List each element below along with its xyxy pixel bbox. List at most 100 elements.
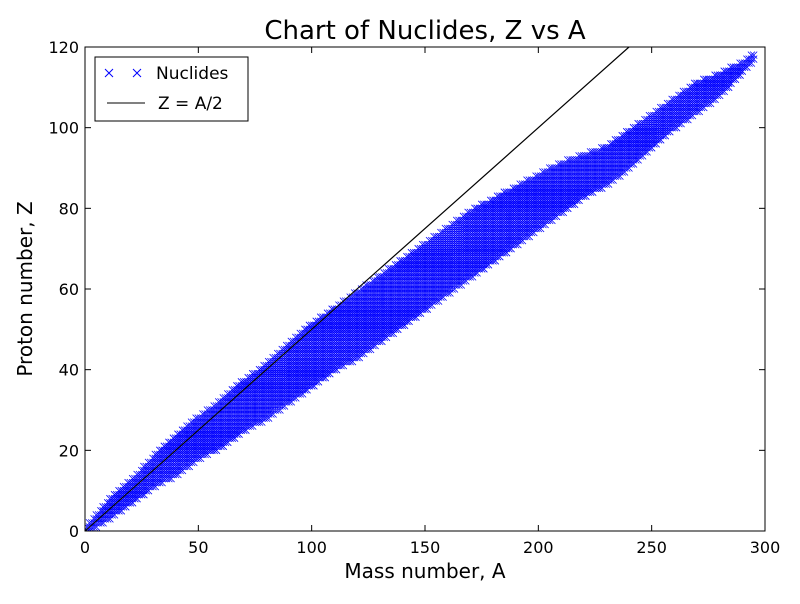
nuclide-marker-column <box>511 184 520 249</box>
nuclide-marker-column <box>509 184 518 249</box>
nuclide-marker-column <box>607 140 615 184</box>
nuclide-marker-column <box>428 236 436 309</box>
nuclide-marker-column <box>97 507 105 527</box>
nuclide-marker-column <box>228 386 237 442</box>
nuclide-marker-column <box>192 414 200 463</box>
nuclide-marker-column <box>110 490 119 519</box>
nuclide-marker-column <box>573 156 581 205</box>
legend-label-nuclides: Nuclides <box>156 64 229 84</box>
nuclide-marker-column <box>654 107 663 144</box>
nuclide-marker-column <box>564 156 572 213</box>
nuclide-marker-column <box>688 83 697 120</box>
nuclide-marker-column <box>661 103 670 140</box>
nuclide-marker-column <box>520 180 529 241</box>
nuclide-marker-column <box>502 188 511 257</box>
nuclide-marker-column <box>464 208 472 281</box>
nuclide-marker-column <box>296 329 305 398</box>
nuclide-marker-column <box>398 257 407 330</box>
nuclide-marker-column <box>482 200 490 269</box>
nuclide-marker-column <box>282 341 291 406</box>
nuclide-marker-column <box>459 212 468 285</box>
nuclide-marker-column <box>330 305 339 374</box>
nuclide-marker-column <box>652 107 660 148</box>
nuclide-marker-column <box>738 59 747 75</box>
nuclide-marker-column <box>629 123 638 168</box>
nuclide-marker-column <box>693 79 701 116</box>
x-tick-label: 150 <box>410 538 441 557</box>
reference-line-layer <box>85 47 630 531</box>
legend-marker-nuclides <box>104 68 142 78</box>
nuclide-marker-column <box>663 99 672 136</box>
nuclide-marker-column <box>418 240 427 313</box>
nuclide-marker-column <box>394 261 402 334</box>
nuclide-marker-column <box>156 446 164 487</box>
nuclide-marker-column <box>604 144 613 188</box>
nuclide-marker-column <box>88 519 96 531</box>
nuclide-marker-column <box>611 136 620 180</box>
x-axis-label: Mass number, A <box>344 559 505 583</box>
nuclide-marker-column <box>430 232 438 305</box>
nuclide-marker-column <box>382 269 391 342</box>
nuclide-marker-column <box>350 289 359 362</box>
nuclide-marker-column <box>636 119 645 160</box>
nuclide-marker-column <box>638 119 647 160</box>
nuclide-marker-column <box>566 156 574 209</box>
nuclide-marker-column <box>718 71 726 96</box>
nuclide-marker-column <box>579 152 588 200</box>
nuclide-marker-column <box>591 148 599 192</box>
nuclide-marker-column <box>650 111 658 148</box>
nuclide-marker-column <box>355 289 364 362</box>
nuclide-marker-column <box>396 257 404 330</box>
nuclide-marker-column <box>672 95 681 132</box>
nuclide-marker-column <box>432 232 441 305</box>
nuclide-marker-column <box>507 188 515 253</box>
nuclide-marker-column <box>745 55 753 67</box>
nuclide-marker-column <box>498 192 506 257</box>
nuclide-marker-column <box>264 357 273 422</box>
nuclide-marker-column <box>196 414 205 463</box>
y-tick-label: 100 <box>48 119 79 138</box>
nuclide-marker-column <box>575 152 583 205</box>
nuclide-marker-column <box>106 494 114 523</box>
nuclide-marker-column <box>618 131 626 176</box>
nuclide-marker-column <box>545 164 554 225</box>
nuclide-marker-column <box>697 79 706 112</box>
nuclide-marker-column <box>489 196 497 265</box>
nuclide-marker-column <box>523 176 531 241</box>
nuclide-marker-column <box>466 208 475 281</box>
nuclide-marker-column <box>214 398 223 451</box>
nuclide-marker-column <box>541 168 549 229</box>
nuclide-marker-column <box>700 75 708 112</box>
nuclide-marker-column <box>439 228 447 301</box>
nuclide-marker-column <box>400 257 409 330</box>
nuclide-marker-column <box>530 176 538 237</box>
nuclide-marker-column <box>468 208 477 281</box>
nuclide-marker-column <box>332 305 341 374</box>
nuclide-marker-column <box>133 470 141 503</box>
nuclide-marker-column <box>341 297 350 366</box>
nuclide-marker-column <box>679 87 688 124</box>
nuclide-marker-column <box>142 462 150 495</box>
nuclide-marker-column <box>92 511 101 531</box>
nuclide-marker-column <box>375 273 384 346</box>
nuclide-marker-column <box>600 144 608 188</box>
nuclide-marker-column <box>568 156 577 209</box>
nuclide-marker-column <box>174 430 182 479</box>
nuclide-marker-column <box>405 252 413 326</box>
nuclide-marker-column <box>210 402 218 455</box>
nuclide-marker-column <box>128 474 137 507</box>
nuclide-marker-column <box>477 200 486 273</box>
nuclide-marker-column <box>366 281 375 354</box>
nuclide-marker-column <box>339 297 348 370</box>
nuclide-marker-column <box>670 95 679 132</box>
nuclide-marker-column <box>736 59 744 79</box>
x-tick-label: 50 <box>188 538 208 557</box>
nuclide-marker-column <box>326 309 334 378</box>
nuclide-marker-column <box>577 152 586 200</box>
nuclide-marker-column <box>384 265 393 338</box>
nuclide-marker-column <box>455 216 463 289</box>
nuclide-marker-column <box>224 390 232 447</box>
nuclide-marker-column <box>137 466 146 499</box>
nuclide-marker-column <box>452 216 461 289</box>
nuclide-marker-column <box>362 281 370 354</box>
